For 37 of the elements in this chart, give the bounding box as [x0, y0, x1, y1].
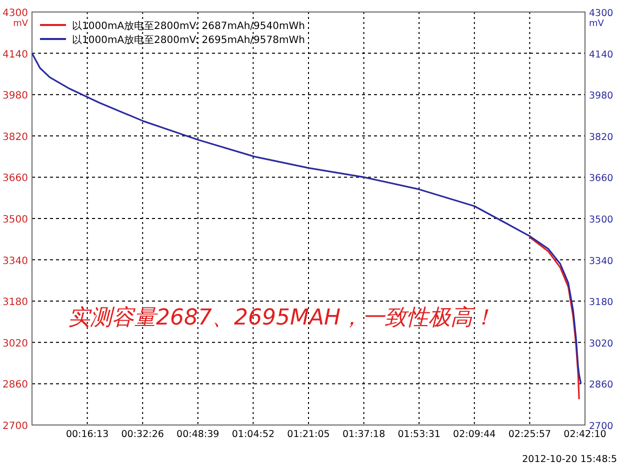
y-tick-label: 3500: [2, 214, 28, 226]
y2-axis-title: mV: [589, 19, 605, 29]
y-tick-label: 3340: [2, 256, 28, 267]
y2-tick-label: 3980: [589, 90, 614, 102]
legend-label: 以1000mA放电至2800mV: 2687mAh/9540mWh: [72, 20, 305, 32]
y-tick-label: 3820: [2, 132, 28, 143]
y-tick-label: 4300: [2, 8, 28, 19]
x-tick-label: 00:32:26: [121, 429, 164, 440]
x-tick-label: 00:48:39: [176, 429, 220, 440]
y2-tick-label: 3020: [589, 338, 614, 350]
y-tick-label: 2860: [2, 380, 28, 391]
x-tick-label: 01:53:31: [398, 429, 440, 440]
x-tick-label: 01:37:18: [342, 429, 386, 440]
y-axis-title: mV: [13, 19, 29, 29]
y2-tick-label: 4140: [589, 49, 614, 60]
y2-tick-label: 2860: [589, 380, 614, 391]
y2-tick-label: 3660: [589, 173, 614, 184]
y2-tick-label: 3500: [589, 214, 614, 226]
y-tick-label: 3020: [2, 338, 28, 350]
x-tick-label: 01:04:52: [232, 429, 275, 440]
x-tick-label: 00:16:13: [66, 429, 109, 440]
x-tick-label: 02:09:44: [453, 429, 496, 440]
y-tick-label: 3980: [2, 90, 28, 102]
x-tick-label: 01:21:05: [287, 429, 330, 440]
y-tick-label: 2700: [2, 421, 28, 432]
x-tick-label: 02:42:10: [564, 429, 606, 440]
y2-tick-label: 3180: [589, 297, 614, 308]
y2-tick-label: 3820: [589, 132, 614, 143]
text: 2012-10-20 15:48:5: [522, 454, 617, 465]
y-tick-label: 3660: [2, 173, 28, 184]
annotation: 实测容量2687、2695MAH，一致性极高！: [68, 305, 495, 330]
y2-tick-label: 4300: [589, 8, 614, 19]
y-tick-label: 3180: [2, 297, 28, 308]
y2-tick-label: 3340: [589, 256, 614, 267]
legend-label: 以1000mA放电至2800mV: 2695mAh/9578mWh: [72, 34, 305, 46]
y-tick-label: 4140: [2, 49, 28, 60]
x-tick-label: 02:25:57: [508, 429, 552, 440]
